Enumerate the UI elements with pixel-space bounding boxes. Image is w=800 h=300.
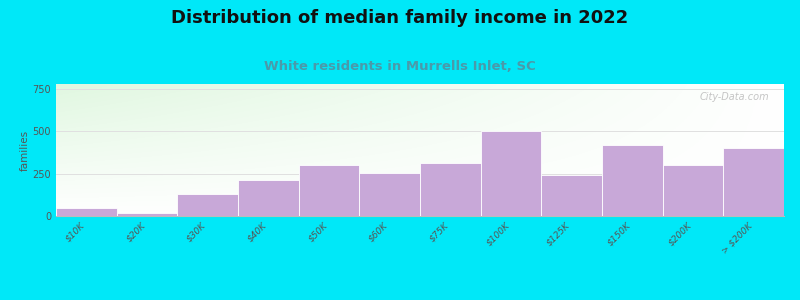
Bar: [602, 145, 662, 216]
Bar: [178, 194, 238, 216]
Bar: [542, 176, 602, 216]
Bar: [662, 165, 723, 216]
Bar: [56, 208, 117, 216]
Bar: [420, 163, 481, 216]
Bar: [298, 165, 359, 216]
Text: White residents in Murrells Inlet, SC: White residents in Murrells Inlet, SC: [264, 60, 536, 73]
Y-axis label: families: families: [20, 129, 30, 171]
Bar: [117, 214, 178, 216]
Bar: [359, 173, 420, 216]
Text: City-Data.com: City-Data.com: [700, 92, 770, 102]
Text: Distribution of median family income in 2022: Distribution of median family income in …: [171, 9, 629, 27]
Bar: [723, 148, 784, 216]
Bar: [481, 131, 542, 216]
Bar: [238, 180, 298, 216]
